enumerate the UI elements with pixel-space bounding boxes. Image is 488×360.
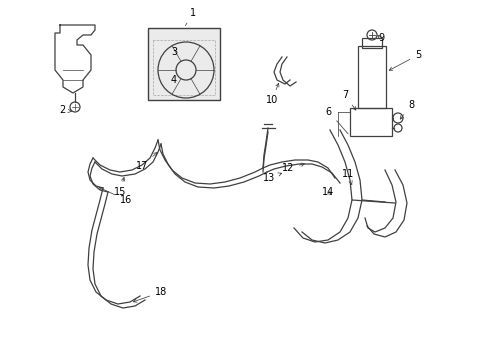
Text: 11: 11 [341, 169, 353, 185]
Text: 10: 10 [265, 84, 278, 105]
Text: 12: 12 [281, 163, 304, 173]
Text: 2: 2 [59, 105, 71, 115]
Text: 5: 5 [388, 50, 420, 70]
Text: 1: 1 [185, 8, 196, 26]
Bar [361, 38, 381, 48]
Bar [357, 46, 385, 108]
Text: 6: 6 [325, 107, 347, 134]
Text: 17: 17 [135, 152, 157, 171]
Text: 7: 7 [341, 90, 355, 110]
Text: 4: 4 [171, 75, 177, 85]
Bar [349, 108, 391, 136]
Text: 9: 9 [377, 33, 384, 43]
Text: 13: 13 [262, 173, 281, 183]
Text: 14: 14 [321, 187, 334, 197]
Text: 8: 8 [399, 100, 413, 119]
Text: 18: 18 [133, 287, 167, 302]
Bar [148, 28, 220, 100]
Text: 3: 3 [171, 47, 177, 57]
Text: 15: 15 [114, 177, 126, 197]
Text: 16: 16 [99, 188, 132, 205]
